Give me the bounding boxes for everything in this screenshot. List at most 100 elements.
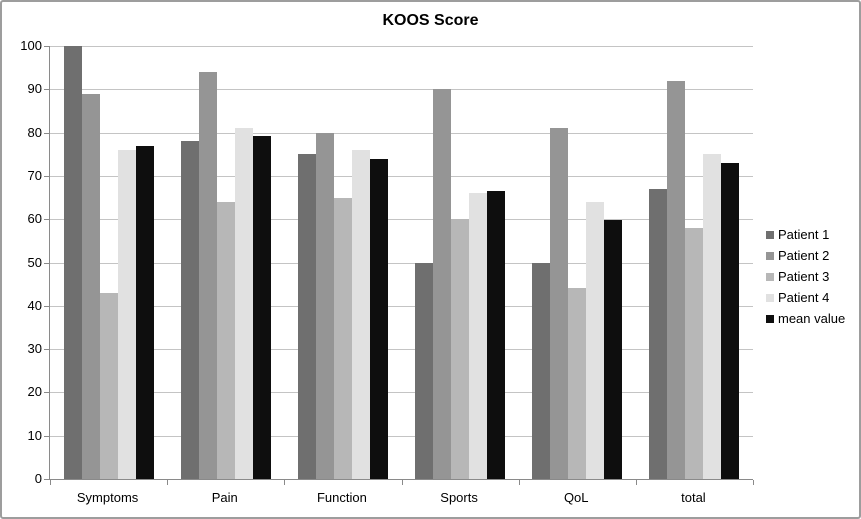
bar-patient-3-pain bbox=[216, 201, 235, 479]
legend-swatch-icon bbox=[766, 230, 774, 239]
bar-mean-value-pain bbox=[252, 135, 271, 479]
y-axis-label-30: 30 bbox=[27, 341, 42, 357]
gridline-90 bbox=[50, 89, 753, 91]
bar-patient-4-sports bbox=[469, 193, 488, 479]
y-axis-label-60: 60 bbox=[27, 211, 42, 227]
bar-patient-2-total bbox=[667, 80, 686, 479]
bar-patient-1-pain bbox=[180, 141, 199, 479]
y-axis-tick bbox=[44, 305, 49, 307]
legend-label: Patient 2 bbox=[778, 248, 830, 263]
bar-group-Pain bbox=[167, 46, 284, 479]
bar-group-QoL bbox=[519, 46, 636, 479]
plot-area bbox=[44, 46, 754, 485]
y-axis-tick bbox=[44, 89, 49, 91]
bar-patient-4-function bbox=[351, 149, 370, 479]
bar-mean-value-symptoms bbox=[135, 145, 154, 479]
y-axis-label-50: 50 bbox=[27, 254, 42, 270]
bar-patient-2-symptoms bbox=[81, 93, 100, 479]
y-axis-label-10: 10 bbox=[27, 427, 42, 443]
bar-group-Function bbox=[284, 46, 401, 479]
legend-item-patient-1: Patient 1 bbox=[766, 224, 845, 245]
x-axis-tick bbox=[401, 480, 403, 485]
legend-swatch-icon bbox=[766, 293, 774, 302]
y-axis-label-0: 0 bbox=[34, 471, 42, 486]
legend-label: mean value bbox=[778, 311, 846, 326]
gridline-100 bbox=[50, 46, 753, 47]
x-axis-tick bbox=[167, 480, 169, 485]
gridline-40 bbox=[50, 305, 753, 307]
x-axis-tick bbox=[753, 480, 754, 485]
bar-patient-1-symptoms bbox=[63, 46, 82, 479]
y-axis-tick bbox=[44, 392, 49, 394]
bar-patient-1-sports bbox=[415, 262, 434, 479]
bar-patient-1-function bbox=[297, 154, 316, 479]
bar-patient-4-qol bbox=[586, 201, 605, 479]
y-axis-tick bbox=[44, 132, 49, 134]
bar-group-total bbox=[636, 46, 753, 479]
bar-mean-value-qol bbox=[604, 220, 623, 479]
x-axis-tick bbox=[284, 480, 286, 485]
y-axis-tick bbox=[44, 262, 49, 264]
y-axis-label-90: 90 bbox=[27, 81, 42, 97]
bar-mean-value-function bbox=[369, 158, 388, 479]
bar-patient-4-pain bbox=[234, 128, 253, 479]
y-axis-tick bbox=[44, 175, 49, 177]
x-axis-label-symptoms: Symptoms bbox=[76, 490, 139, 505]
x-axis-tick bbox=[635, 480, 637, 485]
x-axis-label-total: total bbox=[681, 490, 706, 505]
bar-patient-2-qol bbox=[550, 128, 569, 479]
gridline-50 bbox=[50, 262, 753, 264]
bar-patient-3-sports bbox=[451, 219, 470, 479]
bar-patient-2-sports bbox=[433, 89, 452, 479]
gridline-20 bbox=[50, 392, 753, 394]
bar-group-Sports bbox=[402, 46, 519, 479]
gridline-70 bbox=[50, 175, 753, 177]
legend-label: Patient 3 bbox=[778, 269, 830, 284]
bar-mean-value-sports bbox=[487, 191, 506, 479]
bar-patient-1-total bbox=[649, 188, 668, 479]
legend-swatch-icon bbox=[766, 251, 774, 260]
legend-label: Patient 4 bbox=[778, 290, 830, 305]
legend-swatch-icon bbox=[766, 272, 774, 281]
x-axis-label-pain: Pain bbox=[211, 490, 238, 505]
y-axis-label-100: 100 bbox=[20, 38, 42, 53]
gridline-30 bbox=[50, 349, 753, 351]
gridline-60 bbox=[50, 219, 753, 221]
bar-patient-3-qol bbox=[568, 288, 587, 479]
legend-swatch-icon bbox=[766, 314, 774, 323]
y-axis-label-80: 80 bbox=[27, 124, 42, 140]
x-axis-label-qol: QoL bbox=[563, 490, 589, 505]
y-axis-tick bbox=[44, 349, 49, 351]
bar-patient-4-symptoms bbox=[117, 149, 136, 479]
chart-title: KOOS Score bbox=[382, 12, 479, 29]
bar-patient-2-pain bbox=[198, 71, 217, 479]
legend-item-patient-2: Patient 2 bbox=[766, 245, 845, 266]
gridline-10 bbox=[50, 435, 753, 437]
bar-patient-2-function bbox=[315, 132, 334, 479]
legend: Patient 1 Patient 2 Patient 3 Patient 4 mean… bbox=[766, 224, 845, 329]
x-axis-label-sports: Sports bbox=[440, 490, 478, 505]
bar-group-Symptoms bbox=[50, 46, 167, 479]
legend-label: Patient 1 bbox=[778, 227, 830, 242]
x-axis-tick bbox=[50, 480, 51, 485]
y-axis-label-70: 70 bbox=[27, 167, 42, 183]
x-axis-tick bbox=[518, 480, 520, 485]
legend-item-patient-3: Patient 3 bbox=[766, 266, 845, 287]
y-axis-tick bbox=[44, 435, 49, 437]
bar-mean-value-total bbox=[721, 162, 740, 479]
y-axis-tick bbox=[44, 479, 49, 480]
y-axis-tick bbox=[44, 46, 49, 47]
bar-patient-3-function bbox=[333, 197, 352, 479]
y-axis-label-40: 40 bbox=[27, 297, 42, 313]
y-axis-label-20: 20 bbox=[27, 384, 42, 400]
x-axis-label-function: Function bbox=[316, 490, 367, 505]
bar-patient-3-symptoms bbox=[99, 292, 118, 479]
bar-patient-3-total bbox=[685, 227, 704, 479]
gridline-80 bbox=[50, 132, 753, 134]
legend-item-mean-value: mean value bbox=[766, 308, 845, 329]
bar-patient-1-qol bbox=[532, 262, 551, 479]
y-axis-tick bbox=[44, 219, 49, 221]
legend-item-patient-4: Patient 4 bbox=[766, 287, 845, 308]
bar-patient-4-total bbox=[703, 154, 722, 479]
